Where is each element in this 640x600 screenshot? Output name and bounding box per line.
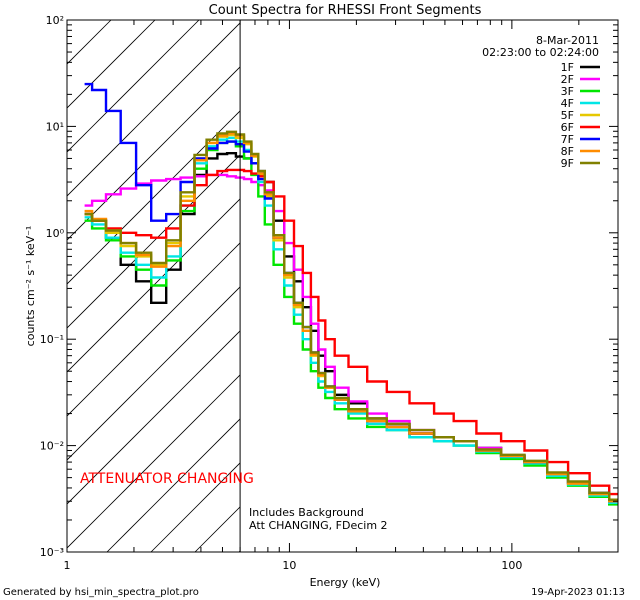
legend-label-1F: 1F xyxy=(561,61,574,74)
x-tick-label: 100 xyxy=(501,559,522,572)
legend-time-range: 02:23:00 to 02:24:00 xyxy=(482,46,599,59)
x-tick-label: 1 xyxy=(64,559,71,572)
series-6F xyxy=(84,168,618,496)
attenuator-label: ATTENUATOR CHANGING xyxy=(80,471,254,487)
hatch-line xyxy=(106,418,241,552)
hatch-line xyxy=(67,22,241,197)
legend-label-7F: 7F xyxy=(561,133,574,146)
legend-label-3F: 3F xyxy=(561,85,574,98)
series-group xyxy=(84,82,618,506)
hatch-line xyxy=(67,374,241,549)
y-tick-label: 10⁰ xyxy=(46,227,65,240)
axis-ticks: 1 10 100 10⁻³ 10⁻² 10⁻¹ 10⁰ 10¹ 10² xyxy=(40,14,618,572)
series-9F xyxy=(84,130,618,501)
hatch-line xyxy=(67,154,241,329)
attenuator-note: Att CHANGING, FDecim 2 xyxy=(249,519,388,532)
chart-title: Count Spectra for RHESSI Front Segments xyxy=(209,3,482,18)
y-tick-label: 10⁻¹ xyxy=(40,333,64,346)
y-tick-label: 10⁻² xyxy=(40,440,64,453)
y-tick-label: 10¹ xyxy=(46,120,64,133)
hatch-line xyxy=(67,66,241,241)
series-2F xyxy=(84,173,618,503)
background-note: Includes Background xyxy=(249,506,364,519)
legend-label-4F: 4F xyxy=(561,97,574,110)
plot-frame xyxy=(66,19,619,553)
hatch-line xyxy=(67,330,241,505)
y-axis-label: counts cm⁻² s⁻¹ keV⁻¹ xyxy=(24,226,37,347)
y-tick-label: 10⁻³ xyxy=(40,546,64,559)
legend-label-9F: 9F xyxy=(561,157,574,170)
legend-label-5F: 5F xyxy=(561,109,574,122)
hatch-line xyxy=(67,242,241,417)
legend-label-2F: 2F xyxy=(561,73,574,86)
generated-by-footer: Generated by hsi_min_spectra_plot.pro xyxy=(3,587,199,598)
hatch-line xyxy=(67,20,200,153)
x-axis-label: Energy (keV) xyxy=(310,576,381,589)
legend-date: 8-Mar-2011 xyxy=(536,34,599,47)
x-tick-label: 10 xyxy=(282,559,296,572)
legend-label-8F: 8F xyxy=(561,145,574,158)
legend-label-6F: 6F xyxy=(561,121,574,134)
y-tick-label: 10² xyxy=(46,14,64,27)
date-footer: 19-Apr-2023 01:13 xyxy=(531,587,625,598)
